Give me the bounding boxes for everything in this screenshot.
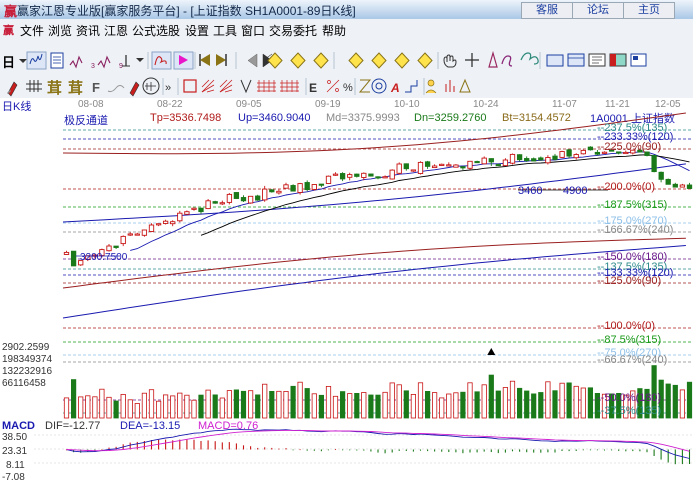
svg-text:3460: 3460 [518,185,542,197]
svg-text:4900: 4900 [563,185,587,197]
svg-text:茸: 茸 [47,79,62,97]
svg-text:A: A [390,81,400,95]
svg-text:2902.2599: 2902.2599 [2,342,50,353]
svg-text:3: 3 [91,63,95,70]
svg-text:茸: 茸 [68,79,83,97]
svg-text:198349374: 198349374 [2,354,52,365]
svg-text:%: % [343,82,353,94]
svg-text:66116458: 66116458 [2,378,46,389]
svg-text:E: E [309,81,317,95]
svg-text:132232916: 132232916 [2,366,52,377]
svg-text:F: F [92,80,100,95]
svg-text:日: 日 [2,55,15,70]
svg-text:3200.7500: 3200.7500 [80,252,128,263]
svg-text:»: » [165,82,171,94]
